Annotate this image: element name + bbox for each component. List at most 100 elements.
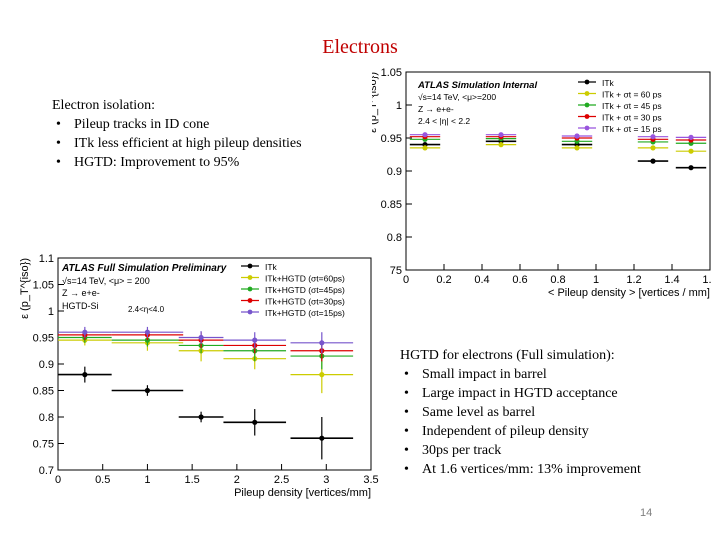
data-point — [498, 132, 504, 138]
y-tick-label: 75 — [390, 265, 402, 277]
data-point — [688, 165, 694, 171]
data-point — [319, 372, 325, 378]
data-point — [574, 133, 580, 139]
list-item: Independent of pileup density — [400, 422, 710, 441]
data-point — [688, 134, 694, 140]
annotation: ATLAS Simulation Internal — [417, 80, 537, 91]
legend-marker — [247, 286, 253, 292]
x-tick-label: 0.8 — [550, 274, 565, 286]
x-tick-label: 0 — [403, 274, 409, 286]
legend-entry: ITk+HGTD (σt=30ps) — [265, 297, 345, 307]
annotation: 2.4 < |η| < 2.2 — [418, 116, 470, 126]
legend-marker — [247, 298, 253, 303]
y-tick-label: 0.85 — [33, 386, 54, 398]
y-tick-label: 1 — [48, 306, 54, 318]
legend-entry: ITk — [602, 78, 615, 88]
y-tick-label: 1.1 — [39, 253, 54, 265]
right-bullet-list: Small impact in barrel Large impact in H… — [400, 365, 710, 479]
y-tick-label: 0.9 — [387, 166, 402, 178]
legend-entry: ITk+HGTD (σt=60ps) — [265, 274, 345, 284]
x-tick-label: 2.5 — [274, 474, 289, 486]
legend-entry: ITk + σt = 15 ps — [602, 124, 662, 134]
bottom-left-plot: 0 0.5 1 1.5 2 2.5 3 3.5 0.7 0.75 0.8 0.85 0.9 0.95 1 1.… — [8, 250, 388, 500]
data-point — [82, 372, 88, 378]
data-point — [144, 329, 151, 335]
data-point — [198, 334, 204, 341]
x-tick-label: 0.4 — [474, 274, 489, 286]
top-right-plot: 0 0.2 0.4 0.6 0.8 1 1.2 1.4 1.6 75 0.8 0.85 0.9 0.95 1… — [372, 66, 712, 306]
right-text-block: HGTD for electrons (Full simulation): Sm… — [400, 346, 710, 479]
y-axis-label: ε (p_T^{iso}) — [372, 72, 379, 133]
data-point — [498, 142, 504, 148]
y-tick-label: 1 — [396, 100, 402, 112]
annotation: ATLAS Full Simulation Preliminary — [61, 263, 227, 274]
y-axis-label: ε (p_T^{iso}) — [19, 258, 31, 319]
list-item: ITk less efficient at high pileup densit… — [52, 134, 372, 153]
data-point — [198, 414, 204, 420]
legend-marker — [584, 102, 590, 108]
annotation: Z → e+e- — [62, 288, 100, 298]
x-tick-label: 2 — [234, 474, 240, 486]
list-item: Pileup tracks in ID cone — [52, 115, 372, 134]
left-heading: Electron isolation: — [52, 98, 156, 113]
x-tick-label: 1 — [593, 274, 599, 286]
legend-entry: ITk+HGTD (σt=45ps) — [265, 285, 345, 295]
legend-marker — [584, 125, 590, 131]
x-tick-label: 3.5 — [363, 474, 378, 486]
annotation: √s=14 TeV, <μ>=200 — [418, 92, 496, 102]
x-tick-label: 3 — [323, 474, 329, 486]
y-tick-label: 0.9 — [39, 359, 54, 371]
y-tick-label: 1.05 — [33, 280, 54, 292]
data-point — [650, 158, 656, 164]
list-item: HGTD: Improvement to 95% — [52, 153, 372, 172]
list-item: Same level as barrel — [400, 403, 710, 422]
left-bullet-list: Pileup tracks in ID cone ITk less effici… — [52, 115, 372, 172]
left-text-block: Electron isolation: Pileup tracks in ID … — [52, 96, 372, 172]
y-tick-label: 1.05 — [381, 67, 402, 79]
y-tick-label: 0.75 — [33, 439, 54, 451]
y-tick-label: 0.95 — [381, 133, 402, 145]
list-item: At 1.6 vertices/mm: 13% improvement — [400, 460, 710, 479]
legend-entry: ITk + σt = 45 ps — [602, 101, 662, 111]
legend-marker — [584, 79, 590, 85]
slide-title: Electrons — [322, 36, 398, 58]
x-tick-label: 0.6 — [512, 274, 527, 286]
annotation: 2.4<η<4.0 — [128, 305, 165, 314]
data-point — [252, 419, 258, 425]
x-tick-label: 1.2 — [626, 274, 641, 286]
x-tick-label: 0.2 — [436, 274, 451, 286]
list-item: Small impact in barrel — [400, 365, 710, 384]
y-tick-label: 0.7 — [39, 465, 54, 477]
legend-entry: ITk — [265, 262, 278, 272]
x-axis-label: Pileup density [vertices/mm] — [234, 487, 371, 499]
y-tick-label: 0.95 — [33, 333, 54, 345]
legend-marker — [584, 114, 590, 119]
data-point — [82, 329, 88, 335]
data-point — [144, 387, 151, 394]
list-item: 30ps per track — [400, 441, 710, 460]
data-point — [422, 145, 428, 151]
x-tick-label: 0.5 — [95, 474, 110, 486]
x-axis-label: < Pileup density > [vertices / mm] — [548, 287, 710, 299]
legend-marker — [584, 91, 590, 96]
x-tick-label: 1.6 — [702, 274, 712, 286]
legend-entry: ITk+HGTD (σt=15ps) — [265, 308, 345, 318]
data-point — [319, 435, 325, 441]
data-point — [319, 340, 325, 346]
x-tick-label: 1.5 — [184, 474, 199, 486]
data-point — [688, 148, 694, 154]
data-point — [650, 145, 656, 151]
data-point — [252, 337, 258, 343]
legend-entry: ITk + σt = 30 ps — [602, 113, 662, 123]
legend-entry: ITk + σt = 60 ps — [602, 90, 662, 100]
legend-marker — [247, 309, 253, 315]
data-point — [650, 134, 656, 140]
page-number: 14 — [640, 507, 653, 519]
legend-marker — [247, 263, 253, 269]
legend-marker — [247, 275, 253, 280]
data-point — [574, 145, 580, 151]
y-tick-label: 0.85 — [381, 199, 402, 211]
data-point — [422, 132, 428, 138]
annotation: Z → e+e- — [418, 104, 454, 114]
